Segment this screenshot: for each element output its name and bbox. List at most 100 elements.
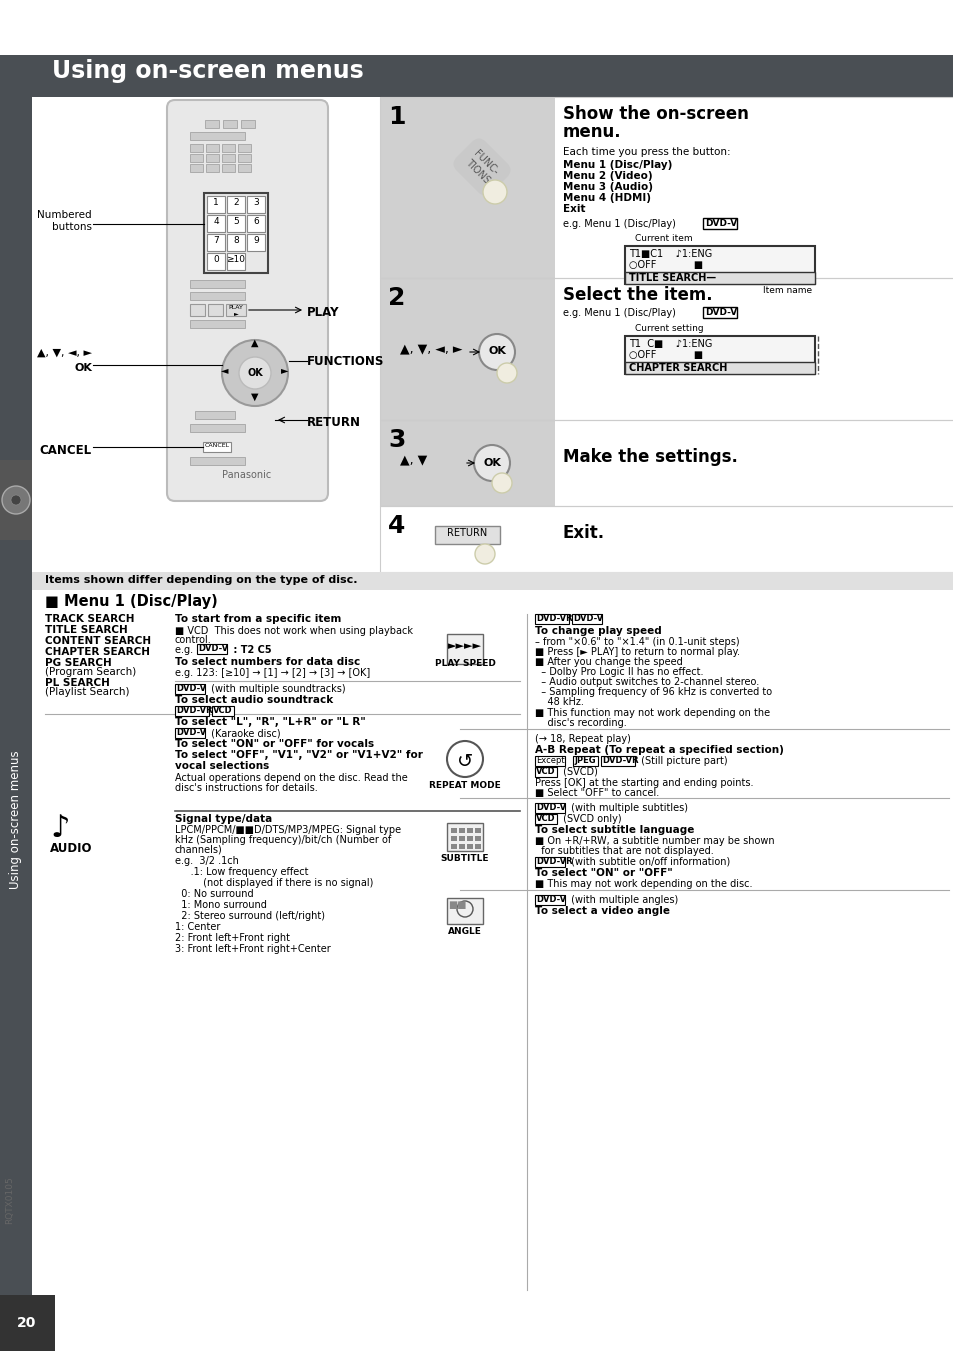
Text: – Audio output switches to 2-channel stereo.: – Audio output switches to 2-channel ste… (535, 677, 759, 688)
Text: Current setting: Current setting (635, 324, 703, 332)
Text: (with multiple soundtracks): (with multiple soundtracks) (208, 684, 345, 694)
Text: ▲, ▼, ◄, ►: ▲, ▼, ◄, ► (37, 349, 91, 358)
Text: OK: OK (482, 458, 500, 467)
Text: 8: 8 (233, 236, 238, 245)
Text: Except: Except (536, 757, 564, 765)
FancyBboxPatch shape (167, 100, 328, 501)
Text: e.g. 123: [≥10] → [1] → [2] → [3] → [OK]: e.g. 123: [≥10] → [1] → [2] → [3] → [OK] (174, 667, 370, 678)
Text: DVD-VR: DVD-VR (175, 707, 213, 715)
Text: .1: Low frequency effect: .1: Low frequency effect (174, 867, 308, 877)
Text: 4: 4 (388, 513, 405, 538)
Text: 3: 3 (388, 428, 405, 453)
Text: ▲, ▼: ▲, ▼ (399, 453, 427, 466)
Bar (208, 304, 223, 316)
Bar (190, 457, 245, 465)
Text: ▲, ▼, ◄, ►: ▲, ▼, ◄, ► (399, 342, 462, 355)
Text: Select the item.: Select the item. (562, 286, 712, 304)
Text: : T2 C5: : T2 C5 (230, 644, 272, 655)
Text: ◄: ◄ (221, 365, 229, 376)
Text: Items shown differ depending on the type of disc.: Items shown differ depending on the type… (45, 576, 357, 585)
Bar (451, 836, 456, 842)
Bar (0, 1296, 55, 1351)
Bar (573, 757, 598, 766)
Text: Exit: Exit (562, 204, 585, 213)
Bar (222, 145, 234, 153)
Text: DVD-V: DVD-V (175, 684, 206, 693)
Text: CONTENT SEARCH: CONTENT SEARCH (45, 636, 151, 646)
Text: Menu 1 (Disc/Play): Menu 1 (Disc/Play) (562, 159, 672, 170)
Bar (535, 857, 564, 867)
Bar (447, 823, 482, 851)
Bar (535, 894, 564, 905)
Text: Item name: Item name (762, 286, 811, 295)
Text: PG SEARCH: PG SEARCH (45, 658, 112, 667)
Bar (379, 420, 953, 507)
Text: channels): channels) (174, 844, 222, 855)
Text: To select "OFF", "V1", "V2" or "V1+V2" for: To select "OFF", "V1", "V2" or "V1+V2" f… (174, 750, 422, 761)
Text: 2: 2 (388, 286, 405, 309)
Bar (241, 120, 254, 128)
Text: ■ VCD  This does not work when using playback: ■ VCD This does not work when using play… (174, 626, 413, 636)
Text: FUNCTIONS: FUNCTIONS (307, 355, 384, 367)
Bar (379, 97, 555, 278)
Text: Menu 4 (HDMI): Menu 4 (HDMI) (562, 193, 650, 203)
Text: DVD-VR: DVD-VR (536, 857, 572, 866)
Text: 1: Center: 1: Center (174, 921, 220, 932)
Bar (190, 320, 245, 328)
Bar (702, 307, 737, 317)
Text: (Playlist Search): (Playlist Search) (45, 688, 130, 697)
Bar (475, 828, 480, 834)
Bar (624, 362, 814, 374)
Text: menu.: menu. (562, 123, 621, 141)
Bar (624, 336, 814, 374)
Text: AUDIO: AUDIO (50, 842, 92, 855)
Bar (190, 145, 203, 153)
Text: ♪: ♪ (50, 815, 70, 843)
Text: RETURN: RETURN (307, 416, 360, 430)
Text: 48 kHz.: 48 kHz. (535, 697, 583, 707)
Bar (222, 154, 234, 162)
Bar (458, 828, 464, 834)
Bar (572, 613, 601, 624)
Text: PLAY
►: PLAY ► (229, 305, 243, 316)
Bar (379, 278, 555, 420)
Circle shape (492, 473, 512, 493)
Text: 0: No surround: 0: No surround (174, 889, 253, 898)
Text: ►: ► (281, 365, 289, 376)
Text: ↺: ↺ (456, 753, 473, 771)
Bar (379, 278, 953, 420)
Text: OK: OK (488, 346, 505, 357)
Text: Each time you press the button:: Each time you press the button: (562, 147, 730, 157)
Text: VCD: VCD (536, 767, 555, 775)
Text: TRACK SEARCH: TRACK SEARCH (45, 613, 134, 624)
Bar (190, 424, 245, 432)
Bar (237, 154, 251, 162)
Text: To select "L", "R", "L+R" or "L R": To select "L", "R", "L+R" or "L R" (174, 717, 365, 727)
Bar (447, 898, 482, 924)
Bar (190, 163, 203, 172)
Text: e.g. Menu 1 (Disc/Play): e.g. Menu 1 (Disc/Play) (562, 219, 675, 230)
Text: ►►►►: ►►►► (448, 640, 481, 651)
Text: To select numbers for data disc: To select numbers for data disc (174, 657, 360, 667)
Circle shape (239, 357, 271, 389)
Text: To select "ON" or "OFF": To select "ON" or "OFF" (535, 867, 672, 878)
Bar (190, 292, 245, 300)
Circle shape (482, 180, 506, 204)
Text: 6: 6 (253, 218, 258, 226)
Text: (Karaoke disc): (Karaoke disc) (208, 728, 280, 738)
Bar (174, 684, 205, 694)
Bar (207, 234, 225, 251)
Text: disc's instructions for details.: disc's instructions for details. (174, 784, 317, 793)
Text: Panasonic: Panasonic (222, 470, 272, 480)
Text: 3: 3 (253, 199, 258, 207)
Text: To select a video angle: To select a video angle (535, 907, 669, 916)
Text: To select "ON" or "OFF" for vocals: To select "ON" or "OFF" for vocals (174, 739, 374, 748)
Bar (237, 163, 251, 172)
Text: DVD-V: DVD-V (198, 644, 228, 653)
Bar (207, 253, 225, 270)
Text: 0: 0 (213, 255, 218, 263)
Bar (194, 411, 234, 419)
Bar (190, 280, 245, 288)
Text: DVD-V: DVD-V (704, 308, 737, 317)
Text: (with multiple angles): (with multiple angles) (567, 894, 678, 905)
